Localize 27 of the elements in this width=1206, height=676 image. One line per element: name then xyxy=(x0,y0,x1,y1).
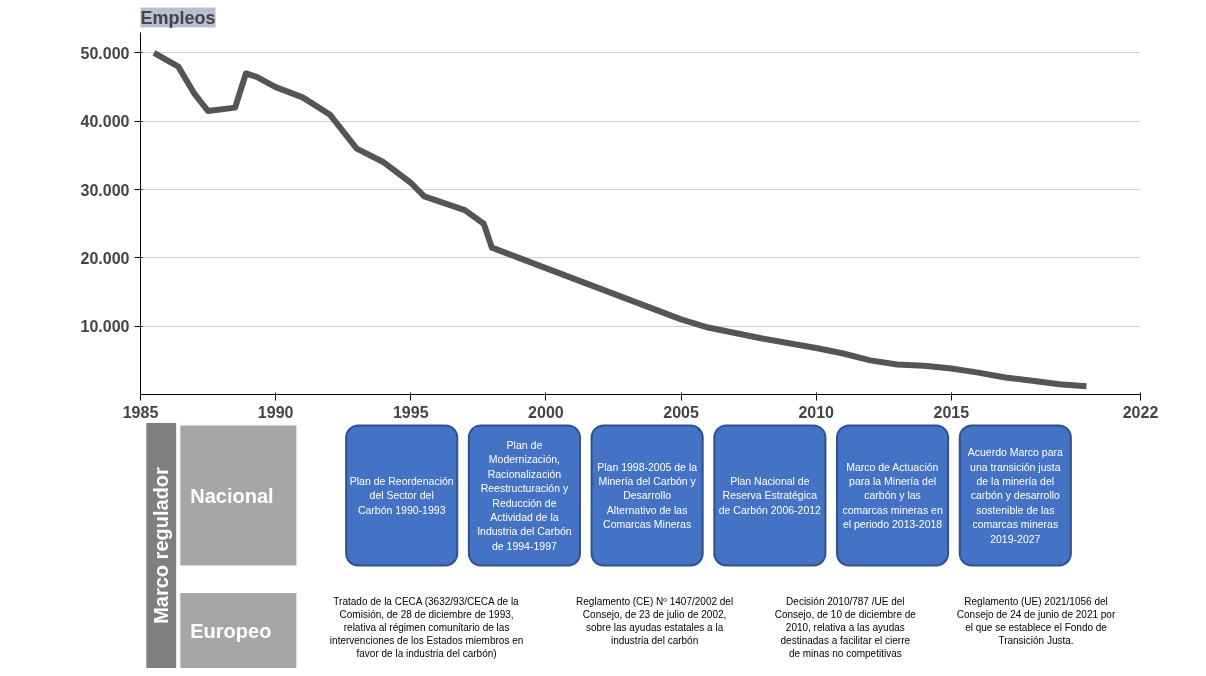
text: Plan Nacional de Reserva Estratégica de Carbón 2006-2012 xyxy=(718,475,822,516)
y-tick-label: 20.000 xyxy=(80,249,130,267)
x-tick-label: 1985 xyxy=(122,403,159,421)
x-tick-label: 1995 xyxy=(392,403,429,421)
y-tick-label: 10.000 xyxy=(80,318,130,336)
y-tick-label: 40.000 xyxy=(80,113,130,131)
chart-title: Empleos xyxy=(140,7,216,28)
x-tick-label: 2000 xyxy=(528,403,564,421)
text: Plan de Modernización, Racionalización Reestructuración y Reducción de Actividad de la Industria del Carbón de 1994-1997 xyxy=(477,439,572,552)
text: Reglamento (CE) Nº 1407/2002 del Consejo, de 23 de julio de 2002, sobre las ayudas estatales a la industria del carbón xyxy=(576,595,734,647)
text: Nacional xyxy=(190,484,274,507)
y-tick-label: 50.000 xyxy=(80,44,130,62)
text: Decisión 2010/787 /UE del Consejo, de 10 de diciembre de 2010, relativa a las ayudas destinadas a facilitar el cierre de minas no competitivas xyxy=(774,595,917,660)
text: Reglamento (UE) 2021/1056 del Consejo de 24 de junio de 2021 por el que se establece el Fondo de Transición Justa. xyxy=(956,595,1116,647)
text: Plan 1998-2005 de la Minería del Carbón y Desarrollo Alternativo de las Comarcas Mineras xyxy=(597,460,698,531)
x-tick-label: 2005 xyxy=(663,403,699,421)
text: Europeo xyxy=(190,619,272,642)
x-tick-label: 2022 xyxy=(1122,403,1159,421)
text: Marco regulador xyxy=(150,466,173,624)
x-tick-label: 1990 xyxy=(257,403,294,421)
text: Plan de Reordenación del Sector del Carbón 1990-1993 xyxy=(349,475,454,516)
x-tick-label: 2015 xyxy=(933,403,970,421)
text: Marco de Actuación para la Minería del carbón y las comarcas mineras en el periodo 2013-2018 xyxy=(842,460,943,531)
y-tick-label: 30.000 xyxy=(80,181,130,199)
x-tick-label: 2010 xyxy=(798,403,835,421)
text: Acuerdo Marco para una transición justa de la minería del carbón y desarrollo sostenible de las comarcas mineras 2019-2027 xyxy=(967,446,1064,545)
text: Tratado de la CECA (3632/93/CECA de la Comisión, de 28 de diciembre de 1993, relativa al régimen comunitario de las intervenciones de los Estados miembros en favor de la industria del carbón) xyxy=(329,595,524,660)
